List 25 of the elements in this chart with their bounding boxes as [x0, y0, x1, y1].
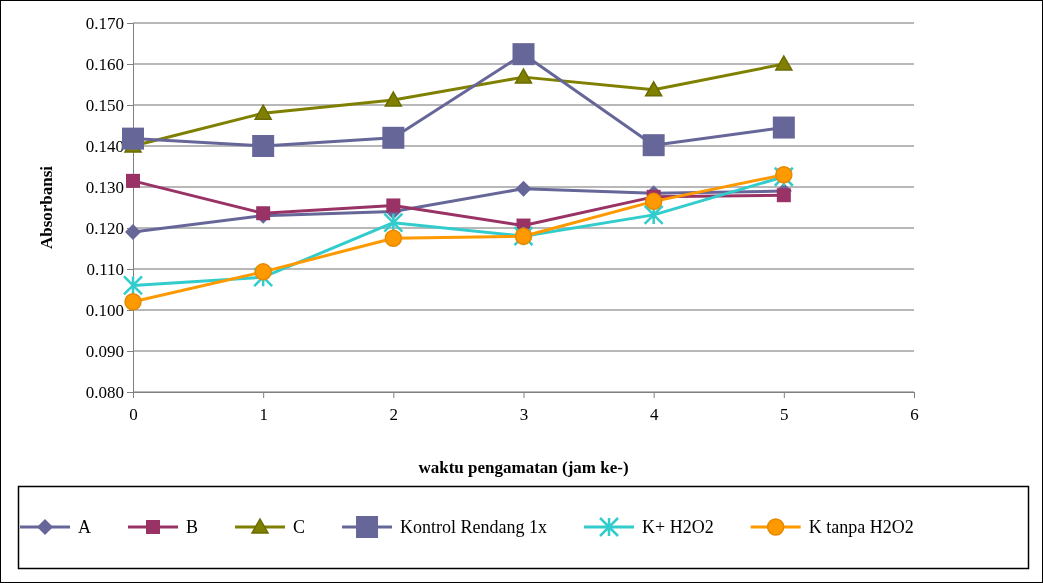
y-tick-label: 0.110: [86, 259, 124, 279]
x-tick-label: 5: [780, 404, 789, 424]
y-tick-label: 0.120: [85, 218, 124, 238]
y-tick-label: 0.170: [85, 13, 124, 33]
legend-label: A: [78, 517, 91, 537]
x-tick-label: 6: [910, 404, 919, 424]
legend-label: Kontrol Rendang 1x: [400, 517, 548, 537]
y-tick-label: 0.090: [85, 341, 124, 361]
legend-label: B: [186, 517, 199, 537]
y-tick-label: 0.150: [85, 95, 124, 115]
x-tick-label: 4: [649, 404, 659, 424]
legend-label: K+ H2O2: [642, 517, 714, 537]
x-tick-label: 2: [389, 404, 399, 424]
y-tick-label: 0.080: [85, 382, 124, 402]
x-tick-label: 1: [259, 404, 268, 424]
y-tick-label: 0.100: [85, 300, 124, 320]
x-tick-label: 3: [519, 404, 529, 424]
legend-label: K tanpa H2O2: [808, 517, 914, 537]
y-axis-title: Absorbansi: [37, 165, 56, 250]
y-tick-label: 0.140: [85, 136, 124, 156]
y-tick-label: 0.130: [85, 177, 124, 197]
y-tick-label: 0.160: [85, 54, 124, 74]
x-tick-label: 0: [129, 404, 138, 424]
x-axis-title: waktu pengamatan (jam ke-): [418, 458, 629, 477]
legend-label: C: [293, 517, 306, 537]
